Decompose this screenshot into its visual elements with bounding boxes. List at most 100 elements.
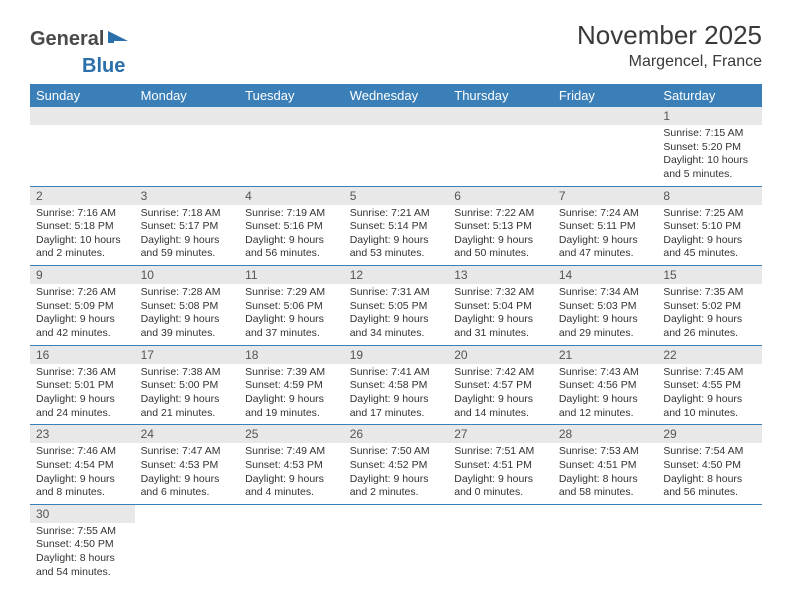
day-line: Sunrise: 7:32 AM bbox=[454, 286, 547, 300]
day-content: Sunrise: 7:16 AMSunset: 5:18 PMDaylight:… bbox=[30, 205, 135, 266]
weekday-header: Friday bbox=[553, 84, 658, 107]
day-content: Sunrise: 7:25 AMSunset: 5:10 PMDaylight:… bbox=[657, 205, 762, 266]
calendar-cell: 7Sunrise: 7:24 AMSunset: 5:11 PMDaylight… bbox=[553, 186, 658, 266]
day-line: and 26 minutes. bbox=[663, 327, 756, 341]
day-content: Sunrise: 7:46 AMSunset: 4:54 PMDaylight:… bbox=[30, 443, 135, 504]
day-line: and 31 minutes. bbox=[454, 327, 547, 341]
day-number-empty bbox=[135, 107, 240, 125]
day-line: Sunset: 4:53 PM bbox=[245, 459, 338, 473]
day-line: Sunset: 5:06 PM bbox=[245, 300, 338, 314]
calendar-cell: 13Sunrise: 7:32 AMSunset: 5:04 PMDayligh… bbox=[448, 266, 553, 346]
day-line: Sunset: 5:16 PM bbox=[245, 220, 338, 234]
calendar-cell bbox=[239, 107, 344, 186]
day-number: 3 bbox=[135, 187, 240, 205]
logo-text-general: General bbox=[30, 28, 104, 51]
day-line: Daylight: 9 hours bbox=[36, 393, 129, 407]
day-line: Daylight: 9 hours bbox=[245, 473, 338, 487]
day-content: Sunrise: 7:51 AMSunset: 4:51 PMDaylight:… bbox=[448, 443, 553, 504]
weekday-header: Saturday bbox=[657, 84, 762, 107]
day-content: Sunrise: 7:49 AMSunset: 4:53 PMDaylight:… bbox=[239, 443, 344, 504]
calendar-body: 1Sunrise: 7:15 AMSunset: 5:20 PMDaylight… bbox=[30, 107, 762, 583]
day-number: 18 bbox=[239, 346, 344, 364]
day-content: Sunrise: 7:32 AMSunset: 5:04 PMDaylight:… bbox=[448, 284, 553, 345]
calendar-cell: 5Sunrise: 7:21 AMSunset: 5:14 PMDaylight… bbox=[344, 186, 449, 266]
day-line: Sunset: 5:14 PM bbox=[350, 220, 443, 234]
day-line: and 45 minutes. bbox=[663, 247, 756, 261]
day-line: and 56 minutes. bbox=[245, 247, 338, 261]
calendar-cell bbox=[448, 107, 553, 186]
day-line: Daylight: 9 hours bbox=[350, 313, 443, 327]
day-line: Daylight: 9 hours bbox=[36, 473, 129, 487]
day-number: 5 bbox=[344, 187, 449, 205]
day-line: Sunset: 4:52 PM bbox=[350, 459, 443, 473]
day-line: Daylight: 9 hours bbox=[141, 393, 234, 407]
weekday-header: Monday bbox=[135, 84, 240, 107]
calendar-cell: 4Sunrise: 7:19 AMSunset: 5:16 PMDaylight… bbox=[239, 186, 344, 266]
day-line: Sunset: 4:59 PM bbox=[245, 379, 338, 393]
calendar-table: Sunday Monday Tuesday Wednesday Thursday… bbox=[30, 84, 762, 583]
calendar-cell: 17Sunrise: 7:38 AMSunset: 5:00 PMDayligh… bbox=[135, 345, 240, 425]
day-line: Daylight: 9 hours bbox=[141, 473, 234, 487]
day-line: Sunrise: 7:31 AM bbox=[350, 286, 443, 300]
day-number: 25 bbox=[239, 425, 344, 443]
month-title: November 2025 bbox=[577, 20, 762, 51]
day-line: Sunrise: 7:18 AM bbox=[141, 207, 234, 221]
day-line: Sunrise: 7:49 AM bbox=[245, 445, 338, 459]
day-line: Daylight: 10 hours bbox=[36, 234, 129, 248]
day-content: Sunrise: 7:28 AMSunset: 5:08 PMDaylight:… bbox=[135, 284, 240, 345]
day-line: and 10 minutes. bbox=[663, 407, 756, 421]
day-line: Sunrise: 7:36 AM bbox=[36, 366, 129, 380]
day-line: Sunrise: 7:22 AM bbox=[454, 207, 547, 221]
calendar-cell: 1Sunrise: 7:15 AMSunset: 5:20 PMDaylight… bbox=[657, 107, 762, 186]
day-line: and 8 minutes. bbox=[36, 486, 129, 500]
day-number: 26 bbox=[344, 425, 449, 443]
weekday-header-row: Sunday Monday Tuesday Wednesday Thursday… bbox=[30, 84, 762, 107]
calendar-cell: 30Sunrise: 7:55 AMSunset: 4:50 PMDayligh… bbox=[30, 504, 135, 583]
day-line: Sunset: 5:09 PM bbox=[36, 300, 129, 314]
day-line: Daylight: 9 hours bbox=[245, 234, 338, 248]
day-content: Sunrise: 7:19 AMSunset: 5:16 PMDaylight:… bbox=[239, 205, 344, 266]
day-content: Sunrise: 7:29 AMSunset: 5:06 PMDaylight:… bbox=[239, 284, 344, 345]
day-content: Sunrise: 7:36 AMSunset: 5:01 PMDaylight:… bbox=[30, 364, 135, 425]
calendar-cell bbox=[553, 107, 658, 186]
day-line: and 2 minutes. bbox=[350, 486, 443, 500]
day-number: 13 bbox=[448, 266, 553, 284]
day-line: Sunset: 4:50 PM bbox=[36, 538, 129, 552]
day-number: 28 bbox=[553, 425, 658, 443]
day-line: Sunset: 4:57 PM bbox=[454, 379, 547, 393]
day-line: and 12 minutes. bbox=[559, 407, 652, 421]
day-line: Sunrise: 7:39 AM bbox=[245, 366, 338, 380]
day-line: Sunrise: 7:45 AM bbox=[663, 366, 756, 380]
day-line: Sunrise: 7:50 AM bbox=[350, 445, 443, 459]
day-line: Sunrise: 7:21 AM bbox=[350, 207, 443, 221]
day-line: and 17 minutes. bbox=[350, 407, 443, 421]
day-line: and 58 minutes. bbox=[559, 486, 652, 500]
day-number: 7 bbox=[553, 187, 658, 205]
day-line: Sunrise: 7:41 AM bbox=[350, 366, 443, 380]
day-line: Sunrise: 7:29 AM bbox=[245, 286, 338, 300]
day-line: Daylight: 9 hours bbox=[245, 393, 338, 407]
calendar-cell: 3Sunrise: 7:18 AMSunset: 5:17 PMDaylight… bbox=[135, 186, 240, 266]
day-number: 11 bbox=[239, 266, 344, 284]
day-line: Sunrise: 7:26 AM bbox=[36, 286, 129, 300]
calendar-cell: 20Sunrise: 7:42 AMSunset: 4:57 PMDayligh… bbox=[448, 345, 553, 425]
day-content: Sunrise: 7:38 AMSunset: 5:00 PMDaylight:… bbox=[135, 364, 240, 425]
day-line: and 42 minutes. bbox=[36, 327, 129, 341]
calendar-row: 1Sunrise: 7:15 AMSunset: 5:20 PMDaylight… bbox=[30, 107, 762, 186]
day-number-empty bbox=[553, 107, 658, 125]
title-block: November 2025 Margencel, France bbox=[577, 20, 762, 71]
calendar-cell: 18 Sunrise: 7:39 AMSunset: 4:59 PMDayligh… bbox=[239, 345, 344, 425]
logo: General bbox=[30, 28, 132, 51]
day-line: Daylight: 9 hours bbox=[350, 393, 443, 407]
calendar-cell bbox=[135, 504, 240, 583]
calendar-cell: 28Sunrise: 7:53 AMSunset: 4:51 PMDayligh… bbox=[553, 425, 658, 505]
day-line: and 34 minutes. bbox=[350, 327, 443, 341]
day-line: and 39 minutes. bbox=[141, 327, 234, 341]
day-line: and 24 minutes. bbox=[36, 407, 129, 421]
location: Margencel, France bbox=[577, 53, 762, 71]
weekday-header: Sunday bbox=[30, 84, 135, 107]
day-content: Sunrise: 7:53 AMSunset: 4:51 PMDaylight:… bbox=[553, 443, 658, 504]
day-number: 30 bbox=[30, 505, 135, 523]
calendar-row: 2Sunrise: 7:16 AMSunset: 5:18 PMDaylight… bbox=[30, 186, 762, 266]
day-line: Sunrise: 7:42 AM bbox=[454, 366, 547, 380]
